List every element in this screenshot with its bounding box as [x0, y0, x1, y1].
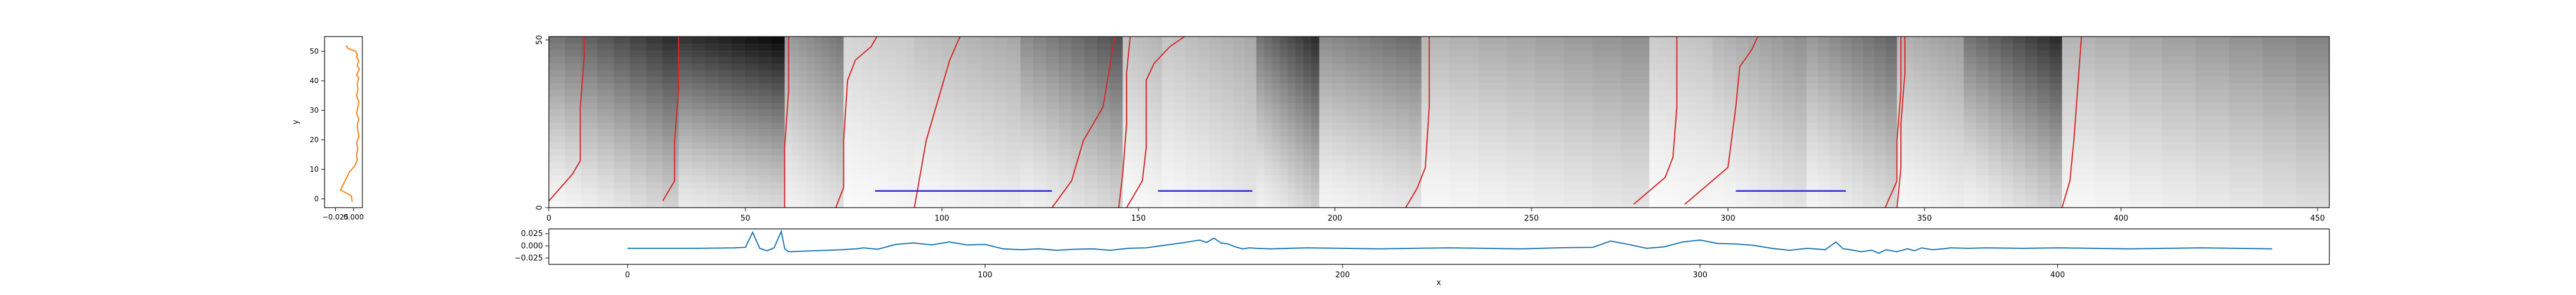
warp-path — [1118, 37, 1131, 208]
main-x-tick-label: 400 — [2114, 214, 2129, 223]
bottom-marginal-plot: 0 100 200 300 400 0.025 0.000 −0.025 x — [515, 228, 2330, 287]
main-y-tick-label: 0 — [535, 205, 544, 210]
main-y-tick-label: 50 — [535, 35, 544, 45]
heatmap-block — [549, 37, 679, 208]
heatmap-block — [1897, 37, 1965, 208]
heatmap-block — [1963, 37, 2063, 208]
main-x-tick-label: 100 — [935, 214, 950, 223]
warp-path — [1684, 37, 1759, 205]
heatmap-layer — [549, 37, 2329, 208]
heatmap-block — [1122, 37, 1163, 208]
main-x-tick-label: 300 — [1721, 214, 1736, 223]
left-y-tick-label: 20 — [310, 136, 319, 144]
bottom-axes-frame — [548, 228, 2330, 265]
main-x-tick-label: 50 — [741, 214, 751, 223]
left-series-line — [339, 45, 361, 202]
warp-path — [1896, 37, 1906, 208]
warp-path — [835, 37, 878, 208]
warp-path — [1051, 37, 1115, 208]
bottom-x-tick-label: 400 — [2050, 271, 2065, 280]
heatmap-block — [2062, 37, 2329, 208]
warp-path — [2061, 37, 2082, 208]
main-x-tick-label: 0 — [546, 214, 551, 223]
main-x-tick-label: 450 — [2310, 214, 2325, 223]
heatmap-block — [1256, 37, 1320, 208]
left-x-tick-label: −0.025 — [322, 213, 348, 221]
warp-path — [1633, 37, 1678, 205]
bottom-x-tick-label: 200 — [1336, 271, 1350, 280]
heatmap-block — [1162, 37, 1257, 208]
bottom-x-tick-label: 100 — [978, 271, 993, 280]
left-y-tick-label: 10 — [310, 165, 319, 173]
heatmap-block — [1319, 37, 1422, 208]
main-x-tick-label: 200 — [1328, 214, 1343, 223]
warp-path — [1405, 37, 1430, 208]
main-heatmap-plot: 0 50 100 150 200 250 300 350 400 450 0 50 — [535, 35, 2330, 223]
bottom-y-ticks: 0.025 0.000 −0.025 — [515, 230, 549, 263]
bottom-series-line — [627, 229, 2273, 254]
heatmap-block — [1712, 37, 1807, 208]
heatmap-block — [784, 37, 845, 208]
left-axes-frame — [324, 36, 363, 208]
bottom-y-tick-label: −0.025 — [515, 254, 543, 263]
bottom-x-axis-label: x — [1436, 278, 1441, 287]
left-y-axis-label: y — [292, 120, 300, 124]
warp-path — [1126, 37, 1186, 208]
bottom-x-ticks: 0 100 200 300 400 — [625, 264, 2065, 280]
warp-path — [784, 37, 790, 208]
left-y-ticks: 0 10 20 30 40 50 — [310, 47, 325, 203]
main-x-tick-label: 250 — [1524, 214, 1539, 223]
warp-path — [662, 37, 679, 202]
left-y-tick-label: 30 — [310, 106, 319, 114]
left-x-tick-label: 0.000 — [343, 213, 364, 221]
main-y-ticks: 0 50 — [535, 35, 549, 210]
bottom-y-tick-label: 0.025 — [521, 230, 543, 238]
warp-path — [1884, 37, 1902, 208]
main-x-ticks: 0 50 100 150 200 250 300 350 400 450 — [546, 208, 2325, 223]
heatmap-block — [843, 37, 915, 208]
heatmap-block — [1421, 37, 1650, 208]
heatmap-block — [914, 37, 1021, 208]
warp-path — [914, 37, 961, 208]
left-y-tick-label: 0 — [314, 195, 319, 203]
main-axes-frame — [548, 36, 2330, 208]
heatmap-block — [678, 37, 785, 208]
bottom-y-tick-label: 0.000 — [521, 242, 543, 251]
left-y-tick-label: 40 — [310, 77, 319, 85]
heatmap-block — [1806, 37, 1898, 208]
left-series-layer — [339, 45, 361, 202]
bottom-x-tick-label: 0 — [625, 271, 630, 280]
heatmap-block — [1020, 37, 1124, 208]
main-x-tick-label: 150 — [1131, 214, 1146, 223]
heatmap-block — [1649, 37, 1713, 208]
warp-path — [549, 37, 585, 202]
left-y-tick-label: 50 — [310, 47, 319, 55]
main-x-tick-label: 350 — [1917, 214, 1932, 223]
warp-path-layer — [549, 37, 2082, 208]
bottom-series-layer — [627, 229, 2273, 254]
bottom-x-tick-label: 300 — [1693, 271, 1707, 280]
